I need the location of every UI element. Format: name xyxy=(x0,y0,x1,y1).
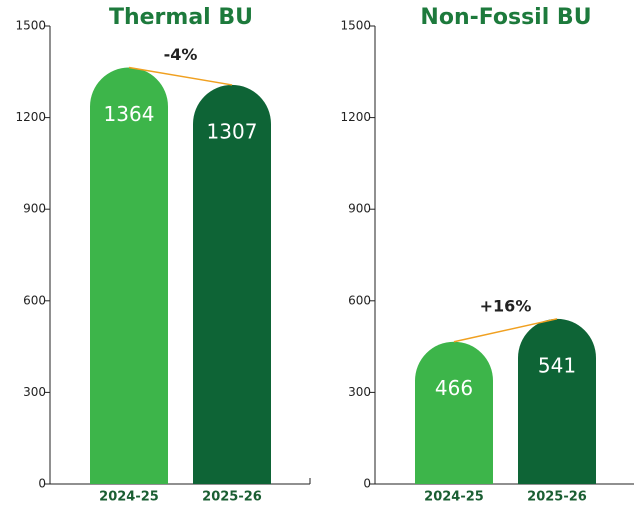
change-line xyxy=(128,66,233,86)
bar xyxy=(518,318,596,484)
x-tick-label: 2024-25 xyxy=(99,490,159,505)
value-label: 1307 xyxy=(207,119,258,143)
bar xyxy=(415,341,493,484)
y-tick-label: 900 xyxy=(348,202,371,216)
y-tick-label: 600 xyxy=(348,293,371,307)
value-label: 541 xyxy=(538,353,576,377)
change-line xyxy=(453,318,558,343)
y-tick-label: 300 xyxy=(348,385,371,399)
x-tick-label: 2025-26 xyxy=(202,490,262,505)
y-tick-label: 900 xyxy=(23,202,46,216)
annotation: +16% xyxy=(480,296,532,315)
x-tick-label: 2025-26 xyxy=(527,490,587,505)
chart-title: Non-Fossil BU xyxy=(420,5,591,30)
value-label: 1364 xyxy=(104,102,155,126)
bar xyxy=(193,84,271,485)
value-label: 466 xyxy=(435,376,473,400)
y-tick-label: 1200 xyxy=(340,110,371,124)
y-tick-label: 0 xyxy=(38,477,46,491)
x-tick-label: 2024-25 xyxy=(424,490,484,505)
y-tick-label: 0 xyxy=(363,477,371,491)
annotation: -4% xyxy=(164,45,198,64)
y-tick-label: 1500 xyxy=(15,19,46,33)
y-tick-label: 300 xyxy=(23,385,46,399)
y-tick-label: 1500 xyxy=(340,19,371,33)
y-tick-label: 600 xyxy=(23,293,46,307)
y-tick-label: 1200 xyxy=(15,110,46,124)
chart-title: Thermal BU xyxy=(109,5,253,30)
bar xyxy=(90,67,168,485)
